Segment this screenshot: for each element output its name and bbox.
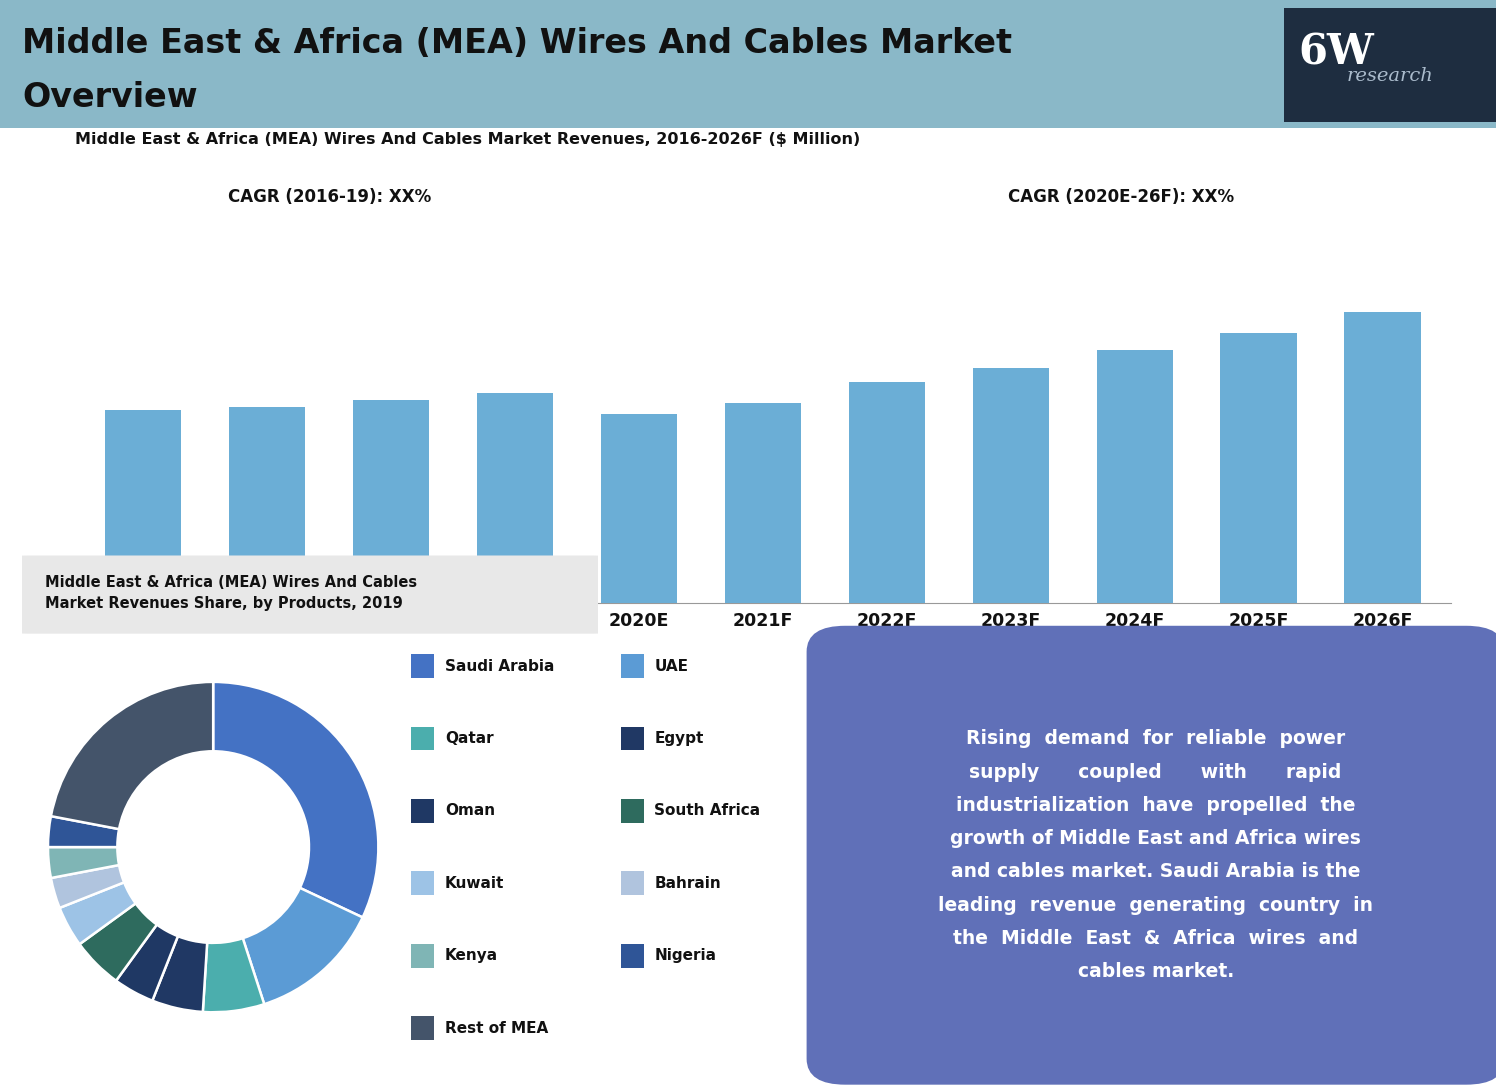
Text: Middle East & Africa (MEA) Wires And Cables Market Revenues, 2016-2026F ($ Milli: Middle East & Africa (MEA) Wires And Cab…: [75, 131, 860, 147]
Wedge shape: [48, 816, 120, 847]
Text: Egypt: Egypt: [654, 731, 703, 746]
Bar: [411, 1016, 434, 1040]
Bar: [411, 654, 434, 678]
Text: Saudi Arabia: Saudi Arabia: [444, 658, 555, 673]
Bar: [411, 799, 434, 823]
Wedge shape: [203, 938, 265, 1012]
Bar: [972, 368, 1049, 603]
Wedge shape: [117, 924, 178, 1000]
Bar: [1345, 312, 1421, 603]
Bar: [621, 944, 643, 968]
Wedge shape: [153, 936, 206, 1012]
Wedge shape: [79, 904, 157, 981]
Text: UAE: UAE: [654, 658, 688, 673]
Bar: [621, 871, 643, 895]
Text: CAGR (2020E-26F): XX%: CAGR (2020E-26F): XX%: [1008, 188, 1234, 206]
Bar: [621, 727, 643, 750]
Bar: [1221, 333, 1297, 603]
Text: Oman: Oman: [444, 804, 495, 819]
Bar: [724, 403, 802, 603]
Text: Nigeria: Nigeria: [654, 948, 717, 963]
Wedge shape: [60, 882, 136, 944]
Bar: [411, 871, 434, 895]
Wedge shape: [212, 682, 378, 918]
Bar: [229, 406, 305, 603]
FancyBboxPatch shape: [10, 556, 610, 633]
Bar: [353, 400, 429, 603]
Text: research: research: [1346, 67, 1433, 85]
Bar: [411, 944, 434, 968]
Text: CAGR (2016-19): XX%: CAGR (2016-19): XX%: [227, 188, 431, 206]
Wedge shape: [51, 682, 214, 829]
Bar: [621, 654, 643, 678]
Text: 6W: 6W: [1299, 31, 1375, 73]
Text: Rest of MEA: Rest of MEA: [444, 1021, 548, 1036]
Text: Qatar: Qatar: [444, 731, 494, 746]
Bar: [411, 727, 434, 750]
Text: South Africa: South Africa: [654, 804, 760, 819]
Wedge shape: [51, 866, 124, 908]
Text: Kuwait: Kuwait: [444, 875, 504, 891]
Text: Middle East & Africa (MEA) Wires And Cables Market: Middle East & Africa (MEA) Wires And Cab…: [22, 27, 1013, 60]
Text: Middle East & Africa (MEA) Wires And Cables
Market Revenues Share, by Products, : Middle East & Africa (MEA) Wires And Cab…: [45, 574, 417, 611]
Text: Bahrain: Bahrain: [654, 875, 721, 891]
Wedge shape: [242, 888, 362, 1005]
Bar: [477, 392, 554, 603]
Bar: [848, 382, 926, 603]
FancyBboxPatch shape: [808, 627, 1496, 1084]
Text: Overview: Overview: [22, 81, 197, 114]
Bar: [600, 414, 678, 603]
Bar: [621, 799, 643, 823]
Text: Kenya: Kenya: [444, 948, 498, 963]
Wedge shape: [48, 847, 120, 879]
Bar: [105, 411, 181, 603]
Text: Rising  demand  for  reliable  power
supply      coupled      with      rapid
in: Rising demand for reliable power supply …: [938, 730, 1373, 981]
Bar: [1097, 351, 1173, 603]
